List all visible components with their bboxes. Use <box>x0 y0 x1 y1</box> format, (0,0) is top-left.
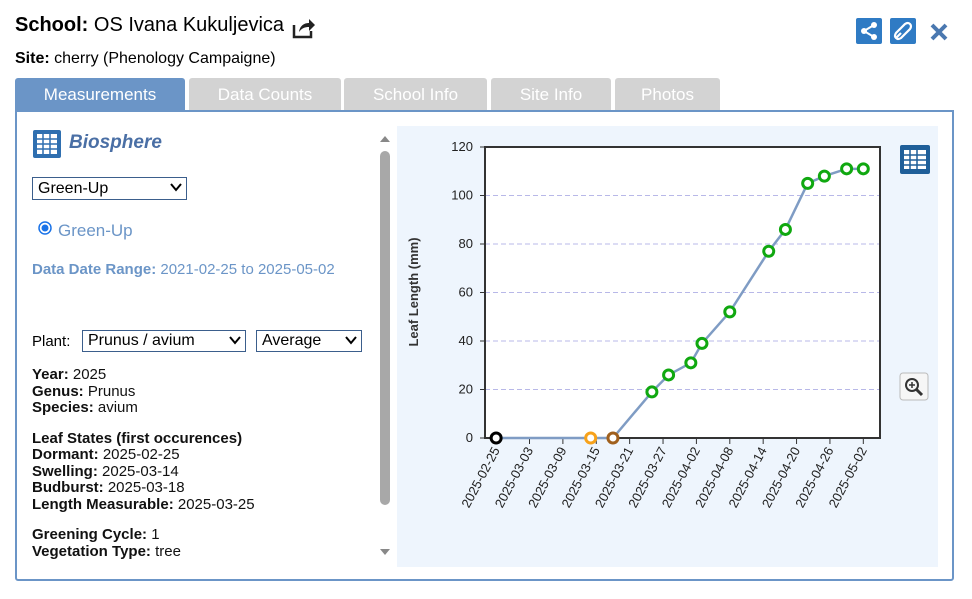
info-value: 2025-03-25 <box>177 495 255 513</box>
date-range-label: Data Date Range: <box>32 261 157 278</box>
spacer <box>32 513 255 527</box>
info-label: Dormant: <box>32 446 99 463</box>
info-label: Vegetation Type: <box>32 542 151 560</box>
spacer <box>32 417 255 431</box>
info-value: Prunus <box>87 382 136 400</box>
tab[interactable]: Site Info <box>491 78 611 111</box>
data-point <box>723 305 737 319</box>
data-point <box>606 431 620 445</box>
info-row: Swelling: 2025-03-14 <box>32 462 255 481</box>
school-name: OS Ivana Kukuljevica <box>93 14 285 36</box>
info-value: 2025-02-25 <box>102 446 180 463</box>
tab[interactable]: School Info <box>344 78 487 111</box>
site-label: Site: <box>15 50 50 67</box>
protocol-select[interactable]: Green-Up <box>32 177 187 200</box>
y-tick-label: 60 <box>459 285 473 300</box>
school-line: School: OS Ivana Kukuljevica <box>15 14 284 37</box>
mode-select[interactable]: Average <box>256 330 362 352</box>
info-label: Budburst: <box>32 479 104 496</box>
info-block: Year: 2025 Genus: Prunus Species: avium Lea… <box>32 366 255 561</box>
plant-label: Plant: <box>32 333 71 350</box>
link-button[interactable] <box>890 18 916 44</box>
info-label: Greening Cycle: <box>32 526 148 543</box>
info-row: Year: 2025 <box>32 366 255 384</box>
info-row: Length Measurable: 2025-03-25 <box>32 495 255 514</box>
info-value: 1 <box>151 526 160 543</box>
data-point <box>762 244 776 258</box>
data-point <box>489 431 503 445</box>
site-line: Site: cherry (Phenology Campaigne) <box>15 50 276 68</box>
date-range: Data Date Range: 2021-02-25 to 2025-05-0… <box>32 257 377 283</box>
select-text: Average <box>262 332 322 349</box>
tab[interactable]: Data Counts <box>189 78 341 111</box>
info-row: Dormant: 2025-02-25 <box>32 446 255 464</box>
y-tick-label: 120 <box>451 139 473 154</box>
info-row: Vegetation Type: tree <box>32 542 255 561</box>
tab[interactable]: Measurements <box>15 78 185 111</box>
info-row: Species: avium <box>32 399 255 417</box>
radio[interactable] <box>38 221 52 235</box>
data-point <box>817 169 831 183</box>
info-row: Greening Cycle: 1 <box>32 526 255 544</box>
table-icon <box>33 130 61 158</box>
info-row: Genus: Prunus <box>32 382 255 401</box>
info-label: Species: <box>32 399 94 416</box>
data-point <box>584 431 598 445</box>
close-button[interactable] <box>929 22 949 42</box>
tab[interactable]: Photos <box>615 78 720 111</box>
select-text: Prunus / avium <box>88 332 195 349</box>
date-range-value: 2021-02-25 to 2025-05-02 <box>160 261 335 278</box>
info-row: Leaf States (first occurences) <box>32 429 255 448</box>
info-value: tree <box>155 542 181 560</box>
info-value: 2025 <box>72 366 107 383</box>
leaf-states-title: Leaf States (first occurences) <box>32 429 243 447</box>
content-panel <box>15 110 954 581</box>
y-tick-label: 0 <box>466 430 473 445</box>
data-point <box>778 222 792 236</box>
chart: Leaf Length (mm) 0204060801001202025-02-… <box>397 126 938 567</box>
data-point <box>684 356 698 370</box>
data-point <box>662 368 676 382</box>
site-name: cherry (Phenology Campaigne) <box>54 50 276 67</box>
chart-table-button[interactable] <box>900 145 930 174</box>
sphere-title: Biosphere <box>69 132 162 153</box>
y-tick-label: 100 <box>451 188 473 203</box>
y-axis-label: Leaf Length (mm) <box>406 237 421 346</box>
data-point <box>645 385 659 399</box>
scrollbar[interactable] <box>379 133 391 563</box>
info-value: 2025-03-18 <box>107 479 185 496</box>
select-text: Green-Up <box>38 180 109 197</box>
plant-select[interactable]: Prunus / avium <box>82 330 246 352</box>
data-point <box>801 176 815 190</box>
y-tick-label: 80 <box>459 236 473 251</box>
info-label: Length Measurable: <box>32 495 174 513</box>
info-label: Year: <box>32 366 69 383</box>
open-icon[interactable] <box>292 17 316 39</box>
share-button[interactable] <box>856 18 882 44</box>
info-label: Genus: <box>32 382 84 400</box>
plot-frame <box>484 146 881 439</box>
data-point <box>856 162 870 176</box>
y-tick-label: 20 <box>459 382 473 397</box>
info-value: avium <box>97 399 138 416</box>
info-row: Budburst: 2025-03-18 <box>32 479 255 497</box>
y-tick-label: 40 <box>459 333 473 348</box>
data-point <box>840 162 854 176</box>
info-value: 2025-03-14 <box>102 462 179 480</box>
radio-label: Green-Up <box>58 221 133 240</box>
school-label: School: <box>15 14 89 36</box>
left-panel: Biosphere Green-Up Green-Up Data Date Ra… <box>17 112 379 564</box>
info-label: Swelling: <box>32 462 98 480</box>
zoom-button[interactable] <box>899 372 929 401</box>
data-point <box>695 336 709 350</box>
